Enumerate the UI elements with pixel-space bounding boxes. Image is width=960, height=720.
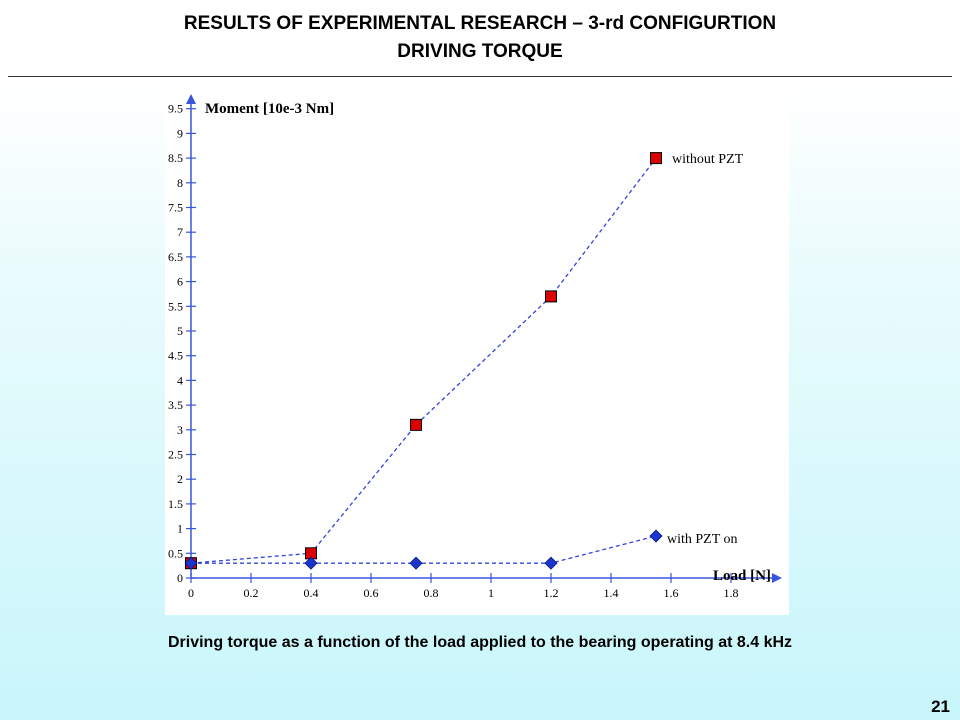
data-point-square (650, 152, 662, 165)
torque-chart: Moment [10e-3 Nm] Load [N] 0 0.5 1 1.5 2 2.5 3… (168, 94, 782, 600)
y-tick-label: 6 (177, 275, 183, 289)
series-label-1: with PZT on (667, 532, 738, 547)
y-tick-label: 7.5 (168, 201, 183, 215)
y-tick-label: 2.5 (168, 448, 183, 462)
x-tick-label: 1.6 (664, 586, 679, 600)
y-tick-label: 5.5 (168, 299, 183, 313)
data-point-diamond (304, 556, 318, 570)
series-markers (184, 152, 663, 570)
title-divider (8, 76, 952, 77)
series-label-0: without PZT (672, 152, 744, 167)
x-tick-label: 0.4 (304, 586, 319, 600)
x-tick-label: 0.8 (424, 586, 439, 600)
y-tick-label: 3 (177, 423, 183, 437)
y-tick-label: 1.5 (168, 497, 183, 511)
y-axis-title: Moment [10e-3 Nm] (205, 101, 334, 117)
x-tick-label: 0.2 (244, 586, 259, 600)
data-point-square (545, 290, 557, 303)
y-tick-label: 9 (177, 126, 183, 140)
data-point-diamond (184, 556, 198, 570)
page-number: 21 (931, 697, 950, 716)
y-tick-label: 4.5 (168, 349, 183, 363)
data-point-diamond (544, 556, 558, 570)
chart-labels: Moment [10e-3 Nm] Load [N] 0 0.5 1 1.5 2 2.5 3… (168, 101, 771, 600)
y-tick-label: 5 (177, 324, 183, 338)
y-tick-label: 0.5 (168, 546, 183, 560)
y-tick-label: 2 (177, 472, 183, 486)
chart-panel: Moment [10e-3 Nm] Load [N] 0 0.5 1 1.5 2 2.5 3… (165, 91, 789, 615)
data-point-diamond (409, 556, 423, 570)
y-tick-label: 6.5 (168, 250, 183, 264)
x-tick-label: 1.4 (604, 586, 619, 600)
x-tick-label: 1 (488, 586, 494, 600)
x-tick-label: 1.8 (724, 586, 739, 600)
y-tick-label: 4 (177, 373, 183, 387)
x-tick-label: 0.6 (364, 586, 379, 600)
y-tick-label: 0 (177, 571, 183, 585)
slide-title-line-2: DRIVING TORQUE (397, 41, 563, 62)
figure-caption: Driving torque as a function of the load… (167, 634, 793, 651)
axes (186, 94, 782, 583)
y-tick-label: 8 (177, 176, 183, 190)
y-tick-label: 8.5 (168, 151, 183, 165)
series-lines (190, 157, 657, 564)
slide-title: RESULTS OF EXPERIMENTAL RESEARCH – 3-rd … (0, 10, 960, 66)
y-tick-label: 1 (177, 522, 183, 536)
series-line-0 (190, 157, 657, 564)
y-tick-label: 9.5 (168, 102, 183, 116)
data-point-diamond (649, 529, 663, 543)
x-tick-label: 0 (188, 586, 194, 600)
x-tick-label: 1.2 (544, 586, 559, 600)
data-point-square (410, 418, 422, 431)
y-tick-label: 3.5 (168, 398, 183, 412)
y-tick-label: 7 (177, 225, 183, 239)
x-axis-title: Load [N] (713, 568, 771, 584)
series-line-1 (191, 535, 657, 564)
slide-title-line-1: RESULTS OF EXPERIMENTAL RESEARCH – 3-rd … (183, 13, 777, 34)
